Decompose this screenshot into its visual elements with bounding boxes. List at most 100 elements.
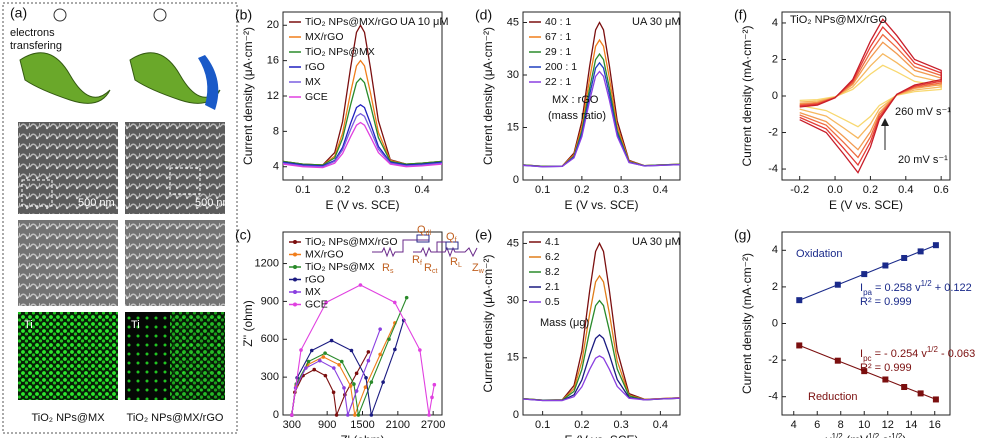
data-point (369, 380, 374, 384)
panel-a: (a) electrons transfering 500 nm 500 nm … (2, 2, 238, 434)
data-point (290, 413, 294, 417)
circuit-element (416, 234, 430, 243)
chart: 300 900 1500 2100 2700 0 300 600 900 1200 TiO₂ NPs… (255, 224, 485, 431)
data-point (345, 413, 350, 417)
data-point (329, 338, 334, 343)
legend-label: MX (305, 286, 321, 298)
x-tick-label: 0.1 (535, 184, 550, 196)
map-label: Ti (24, 319, 33, 331)
series-line (799, 41, 942, 151)
chart: 0.1 0.2 0.3 0.4 4 8 12 16 20 TiO₂ NPs@MX/rGO MX/rG… (267, 11, 443, 196)
data-point (342, 386, 346, 390)
scale-bar: 500 nm (78, 197, 115, 209)
text-part: I (860, 282, 863, 294)
data-point (366, 350, 371, 354)
annotation: 20 mV s⁻¹ (898, 154, 948, 166)
x-tick-label: 900 (318, 419, 336, 431)
y-tick-label: 45 (507, 16, 519, 28)
cartoon-text: transfering (10, 40, 62, 52)
x-axis-title: E (V vs. SCE) (564, 433, 638, 438)
text-part: + 0.122 (932, 282, 972, 294)
data-point (324, 300, 328, 305)
x-axis-title: Z' (ohm) (340, 433, 384, 438)
sem-image (18, 122, 118, 214)
zoom-box (169, 167, 201, 195)
x-tick-label: 300 (283, 419, 301, 431)
data-point (796, 297, 803, 304)
x-tick-label: 0.4 (414, 184, 429, 196)
eds-map (18, 312, 118, 400)
y-tick-label: 0 (772, 317, 778, 329)
y-axis-title: Current density (μA·cm⁻²) (481, 255, 495, 393)
y-axis-title: Z'' (ohm) (241, 300, 255, 347)
x-tick-label: 2700 (421, 419, 445, 431)
panel-frame (2, 2, 238, 434)
x-tick-label: 0.2 (335, 184, 350, 196)
panel-label: (d) (475, 7, 492, 23)
y-axis-title: Current density (μA·cm⁻²) (481, 27, 495, 165)
series-label: Oxidation (796, 248, 842, 260)
text-part: 1/2 (927, 345, 939, 354)
data-point (339, 359, 344, 364)
data-point (378, 352, 382, 357)
circuit-label: RL (450, 256, 462, 269)
data-point (432, 382, 437, 387)
x-tick-label: 0.1 (535, 419, 550, 431)
chart: 0.1 0.2 0.3 0.4 0 15 30 45 40 : 1 67 : 1 29 : 1 200… (507, 11, 681, 196)
data-point (352, 382, 356, 386)
x-tick-label: 10 (858, 419, 870, 431)
data-point (861, 368, 868, 375)
series-line (291, 329, 381, 416)
x-tick-label: 12 (882, 419, 894, 431)
y-tick-label: 0 (513, 174, 519, 186)
legend-marker (293, 290, 297, 294)
x-axis-title: E (V vs. SCE) (564, 198, 638, 212)
data-point (318, 358, 322, 363)
data-point (366, 358, 371, 363)
data-point (427, 413, 431, 417)
x-axis-title: E (V vs. SCE) (325, 198, 399, 212)
x-tick-label: 6 (814, 419, 820, 431)
legend-label: rGO (305, 273, 325, 285)
sem-image (18, 220, 118, 306)
series-line (522, 70, 681, 168)
legend-marker (293, 265, 297, 269)
x-tick-label: 0.3 (375, 184, 390, 196)
text-part: I (860, 348, 863, 360)
x-tick-label: 0.2 (574, 419, 589, 431)
y-tick-label: 2 (772, 53, 778, 65)
legend-label: TiO₂ NPs@MX (305, 46, 375, 58)
x-tick-label: 0.0 (827, 184, 842, 196)
data-point (354, 389, 359, 393)
text-part: (mV (843, 433, 868, 438)
circuit-label: Rf (412, 254, 422, 267)
data-point (332, 366, 336, 370)
legend-label: 29 : 1 (545, 46, 571, 58)
data-point (363, 385, 368, 390)
plot-frame (522, 11, 681, 181)
legend-label: 2.1 (545, 281, 560, 293)
annotation: Mass (μg) (540, 317, 589, 329)
cartoon-text: electrons (10, 27, 55, 39)
map-label: Ti (131, 319, 140, 331)
legend-label: 22 : 1 (545, 76, 571, 88)
y-tick-label: 45 (507, 237, 519, 249)
y-tick-label: 8 (273, 125, 279, 137)
series-line (282, 112, 443, 168)
x-tick-label: 0.2 (574, 184, 589, 196)
x-tick-label: -0.2 (790, 184, 809, 196)
y-tick-label: 0 (772, 90, 778, 102)
annotation: UA 10 μM (400, 16, 449, 28)
text-part: ) (902, 433, 906, 438)
legend-label: 8.2 (545, 266, 560, 278)
x-tick-label: 14 (905, 419, 917, 431)
series-line (522, 38, 681, 167)
text-part: = 0.258 v (872, 282, 921, 294)
annotation: 260 mV s⁻¹ (895, 106, 951, 118)
y-tick-label: 30 (507, 295, 519, 307)
data-point (337, 362, 341, 367)
data-point (392, 300, 397, 305)
y-tick-label: -2 (768, 354, 778, 366)
data-point (901, 254, 908, 261)
y-tick-label: 12 (267, 90, 279, 102)
